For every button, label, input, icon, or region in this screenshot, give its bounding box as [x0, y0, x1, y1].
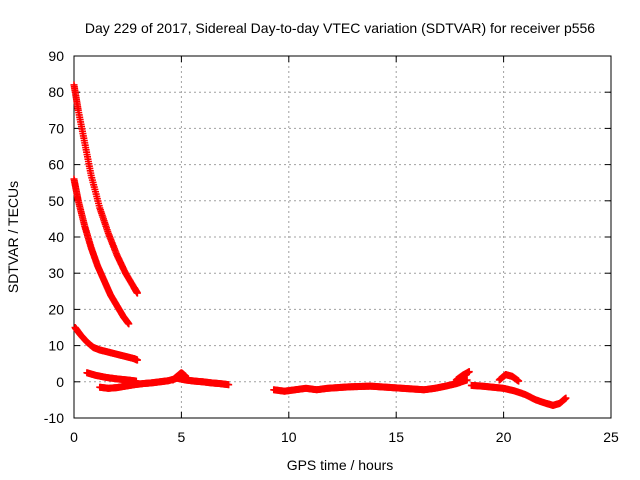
data-point — [133, 289, 141, 297]
y-tick-label: 20 — [48, 301, 64, 317]
chart-title: Day 229 of 2017, Sidereal Day-to-day VTE… — [85, 20, 595, 36]
y-tick-label: 50 — [48, 193, 64, 209]
data-point — [562, 394, 570, 402]
series-track-2 — [70, 175, 133, 328]
y-axis: -10 0 10 20 30 40 50 60 70 80 90 — [44, 48, 611, 426]
x-tick-label: 5 — [178, 429, 186, 445]
data-point — [133, 356, 141, 364]
y-tick-label: 60 — [48, 157, 64, 173]
y-tick-label: 70 — [48, 120, 64, 136]
data-point — [465, 368, 473, 376]
series-track-1 — [70, 81, 141, 297]
data-point — [225, 381, 233, 389]
grid — [74, 56, 611, 418]
y-tick-label: 90 — [48, 48, 64, 64]
data-points — [70, 81, 570, 409]
x-tick-label: 10 — [281, 429, 297, 445]
y-tick-label: 40 — [48, 229, 64, 245]
series-track-9 — [467, 381, 570, 409]
data-point — [463, 376, 471, 384]
series-track-7 — [270, 376, 471, 395]
x-axis-label: GPS time / hours — [287, 457, 394, 473]
y-tick-label: 0 — [56, 374, 64, 390]
data-point — [182, 372, 190, 380]
x-tick-label: 25 — [603, 429, 619, 445]
series-track-6 — [169, 369, 190, 384]
series-track-10 — [495, 371, 523, 385]
series-track-3 — [71, 324, 141, 364]
y-tick-label: 80 — [48, 84, 64, 100]
x-tick-label: 15 — [388, 429, 404, 445]
y-tick-label: 10 — [48, 338, 64, 354]
y-axis-label: SDTVAR / TECUs — [5, 181, 21, 293]
x-tick-label: 0 — [70, 429, 78, 445]
y-tick-label: 30 — [48, 265, 64, 281]
data-point — [125, 320, 133, 328]
series-track-8 — [452, 368, 473, 384]
x-axis: 0 5 10 15 20 25 — [70, 56, 619, 445]
y-tick-label: -10 — [44, 410, 64, 426]
x-tick-label: 20 — [496, 429, 512, 445]
data-point — [515, 377, 523, 385]
